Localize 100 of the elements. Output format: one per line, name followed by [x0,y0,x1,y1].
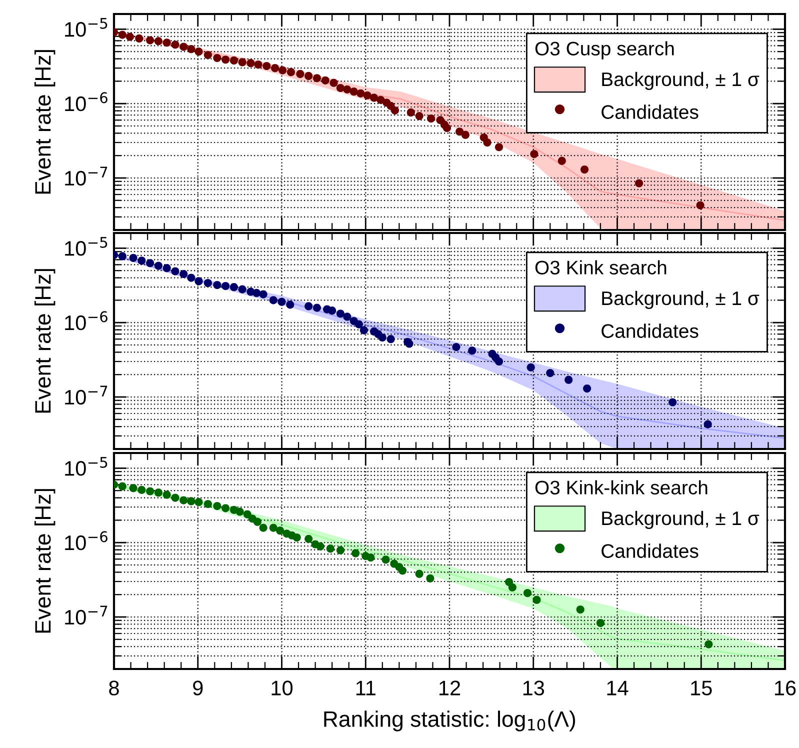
point [580,165,589,174]
point [135,34,144,43]
legend-label: Background, ± 1 σ [602,72,760,90]
point [704,640,713,648]
point [360,326,368,334]
point [370,94,378,102]
point [398,566,407,575]
point [194,48,203,56]
point [204,279,212,288]
point [230,56,238,64]
point [386,335,395,344]
point [162,490,171,499]
point [363,91,372,100]
point [532,596,541,604]
point [213,502,222,510]
point [378,333,386,342]
y-axis-title: Event rate [Hz] [34,50,56,194]
point [278,298,286,306]
point [354,320,363,328]
point [222,282,230,290]
point [304,534,313,543]
point [118,252,126,260]
point [456,128,464,136]
point [356,89,365,98]
point [213,280,222,290]
point [596,618,605,628]
point [146,36,154,44]
point [461,130,470,139]
x-tick-label: 8 [109,680,119,696]
point [426,574,434,582]
point [162,38,171,47]
point [452,342,460,352]
point [262,62,271,70]
legend-label: Candidates [602,544,698,558]
point [330,78,338,87]
point [326,544,334,553]
point [292,533,301,542]
point [328,306,336,315]
y-tick-label: 10$^{−5}$ [65,236,108,256]
y-tick-label: 10$^{−5}$ [65,18,108,37]
point [576,605,584,614]
point [180,42,188,51]
point [194,277,203,286]
point [276,526,284,535]
y-tick-label: 10$^{−7}$ [65,166,108,186]
point [154,488,163,497]
point [382,556,390,564]
point [269,296,278,304]
point [296,70,304,78]
point [118,482,126,490]
point [336,546,345,554]
y-axis-title: Event rate [Hz] [34,269,56,413]
point [238,285,246,294]
point [254,60,262,69]
point [366,553,375,562]
point [415,112,424,120]
point [154,262,163,270]
point [162,264,171,272]
point [154,37,163,46]
point [526,363,535,372]
point [253,518,262,526]
x-tick-label: 10 [272,680,293,696]
point [187,274,196,282]
point [126,32,134,41]
point [222,504,230,512]
point [321,76,330,84]
point [171,494,180,502]
point [194,498,203,506]
point [222,56,230,64]
y-axis-title: Event rate [Hz] [34,489,56,633]
point [236,508,244,516]
point [530,150,538,158]
point [343,85,352,94]
point [278,66,287,74]
point [406,108,415,117]
legend-label: Background, ± 1 σ [602,510,760,530]
point [483,138,492,147]
point [180,270,188,278]
point [442,124,452,132]
point [704,420,712,428]
point [523,588,532,598]
point [352,549,360,558]
point [546,368,554,378]
legend-label: Background, ± 1 σ [602,290,760,310]
point [316,542,324,550]
point [269,524,278,532]
point [415,570,424,578]
point [696,201,704,210]
point [304,72,313,80]
x-tick-label: 15 [691,680,712,696]
y-tick-label: 10$^{−6}$ [65,311,108,330]
point [118,30,126,39]
point [129,484,138,492]
legend-title: O3 Kink search [535,260,666,275]
point [468,346,476,355]
x-tick-label: 13 [523,680,544,696]
point [494,357,504,366]
point [312,304,322,312]
point [564,376,573,384]
point [204,50,212,60]
